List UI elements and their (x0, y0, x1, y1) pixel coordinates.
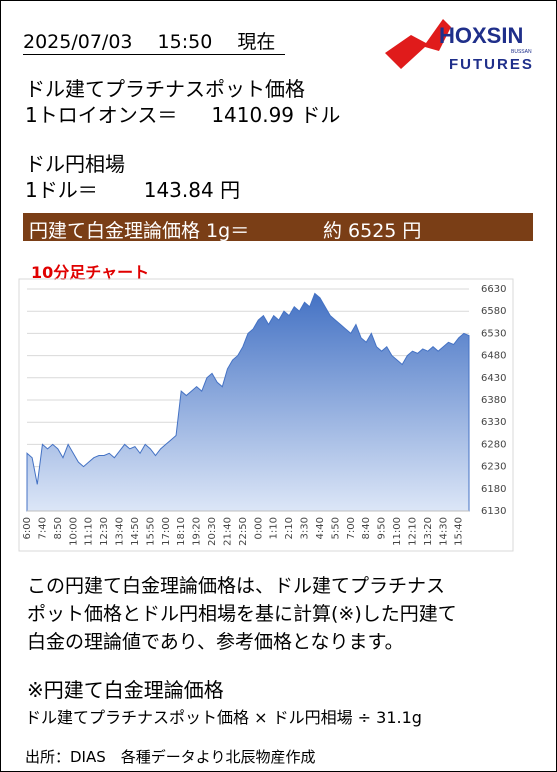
x-tick-label: 6:00 (22, 517, 33, 539)
x-tick-label: 12:30 (99, 517, 110, 546)
value: 1410.99 (211, 103, 295, 127)
y-tick-label: 6330 (481, 417, 506, 428)
x-tick-label: 7:00 (346, 517, 357, 539)
y-tick-label: 6280 (481, 439, 506, 450)
label: ドル円相場 (25, 152, 125, 176)
y-tick-label: 6480 (481, 351, 506, 362)
chart-title: 10分足チャート (31, 263, 150, 282)
source: 出所：DIAS 各種データより北辰物産作成 (25, 748, 316, 766)
logo-text: HOXSIN (439, 23, 523, 48)
x-tick-label: 17:00 (161, 517, 172, 546)
x-tick-label: 0:00 (253, 517, 264, 539)
x-tick-label: 3:30 (300, 517, 311, 539)
logo-mark (385, 19, 451, 69)
x-tick-label: 19:20 (192, 517, 203, 546)
banner-label: 円建て白金理論価格 1g＝ (29, 220, 250, 242)
x-tick-label: 7:40 (37, 517, 48, 539)
date-time: 2025/07/03 15:50 現在 (23, 27, 286, 55)
logo-sub: BUSSAN (511, 49, 532, 55)
x-tick-label: 21:40 (222, 517, 233, 546)
area (26, 292, 470, 512)
x-tick-label: 22:50 (238, 517, 249, 546)
formula-title: ※円建て白金理論価格 (27, 678, 224, 702)
banner-value: 約 6525 円 (323, 220, 422, 242)
x-tick-label: 18:10 (176, 517, 187, 546)
paragraph: ポット価格とドル円相場を基に計算(※)した円建て (27, 603, 457, 625)
paragraph: 白金の理論値であり、参考価格となります。 (27, 631, 404, 653)
value: 143.84 (143, 178, 214, 202)
x-tick-label: 4:40 (315, 517, 326, 539)
x-tick-label: 20:30 (207, 517, 218, 546)
chart-frame (18, 278, 514, 552)
x-tick-label: 9:50 (377, 517, 388, 539)
x-tick-label: 14:50 (130, 517, 141, 546)
y-tick-label: 6180 (481, 484, 506, 495)
x-tick-label: 1:10 (269, 517, 280, 539)
x-tick-label: 5:50 (330, 517, 341, 539)
banner: 円建て白金理論価格 1g＝ 約 6525 円 (23, 213, 533, 242)
x-tick-label: 12:10 (407, 517, 418, 546)
y-tick-label: 6630 (481, 284, 506, 295)
label: ドル建てプラチナスポット価格 (25, 77, 305, 101)
y-tick-label: 6130 (481, 506, 506, 517)
price-row: 1ドル＝ 143.84 円 (25, 174, 240, 203)
x-tick-label: 11:00 (392, 517, 403, 546)
chart: 6130 6180 6230 6280 6330 6380 6430 6480 6530 6580… (18, 278, 514, 552)
x-tick-label: 2:10 (284, 517, 295, 539)
y-tick-label: 6230 (481, 462, 506, 473)
x-tick-label: 8:40 (361, 517, 372, 539)
y-tick-label: 6580 (481, 306, 506, 317)
y-tick-label: 6530 (481, 328, 506, 339)
y-tick-label: 6380 (481, 395, 506, 406)
x-tick-label: 13:20 (423, 517, 434, 546)
logo-text: FUTURES (449, 56, 534, 73)
formula: ドル建てプラチナスポット価格 × ドル円相場 ÷ 31.1g (25, 708, 422, 727)
x-tick-label: 8:50 (53, 517, 64, 539)
x-tick-label: 14:30 (438, 517, 449, 546)
y-tick-label: 6430 (481, 373, 506, 384)
x-tick-label: 15:50 (145, 517, 156, 546)
paragraph: この円建て白金理論価格は、ドル建てプラチナス (27, 575, 446, 597)
unit: ドル (300, 103, 341, 127)
label: 1トロイオンス＝ (25, 103, 178, 127)
logo: HOXSIN BUSSAN FUTURES (385, 19, 534, 73)
x-tick-label: 11:10 (84, 517, 95, 546)
label: 1ドル＝ (25, 178, 98, 202)
x-tick-label: 13:40 (115, 517, 126, 546)
unit: 円 (220, 178, 241, 202)
price-row: 1トロイオンス＝ 1410.99 ドル (25, 99, 340, 128)
x-tick-label: 15:40 (454, 517, 465, 546)
x-tick-label: 10:00 (68, 517, 79, 546)
